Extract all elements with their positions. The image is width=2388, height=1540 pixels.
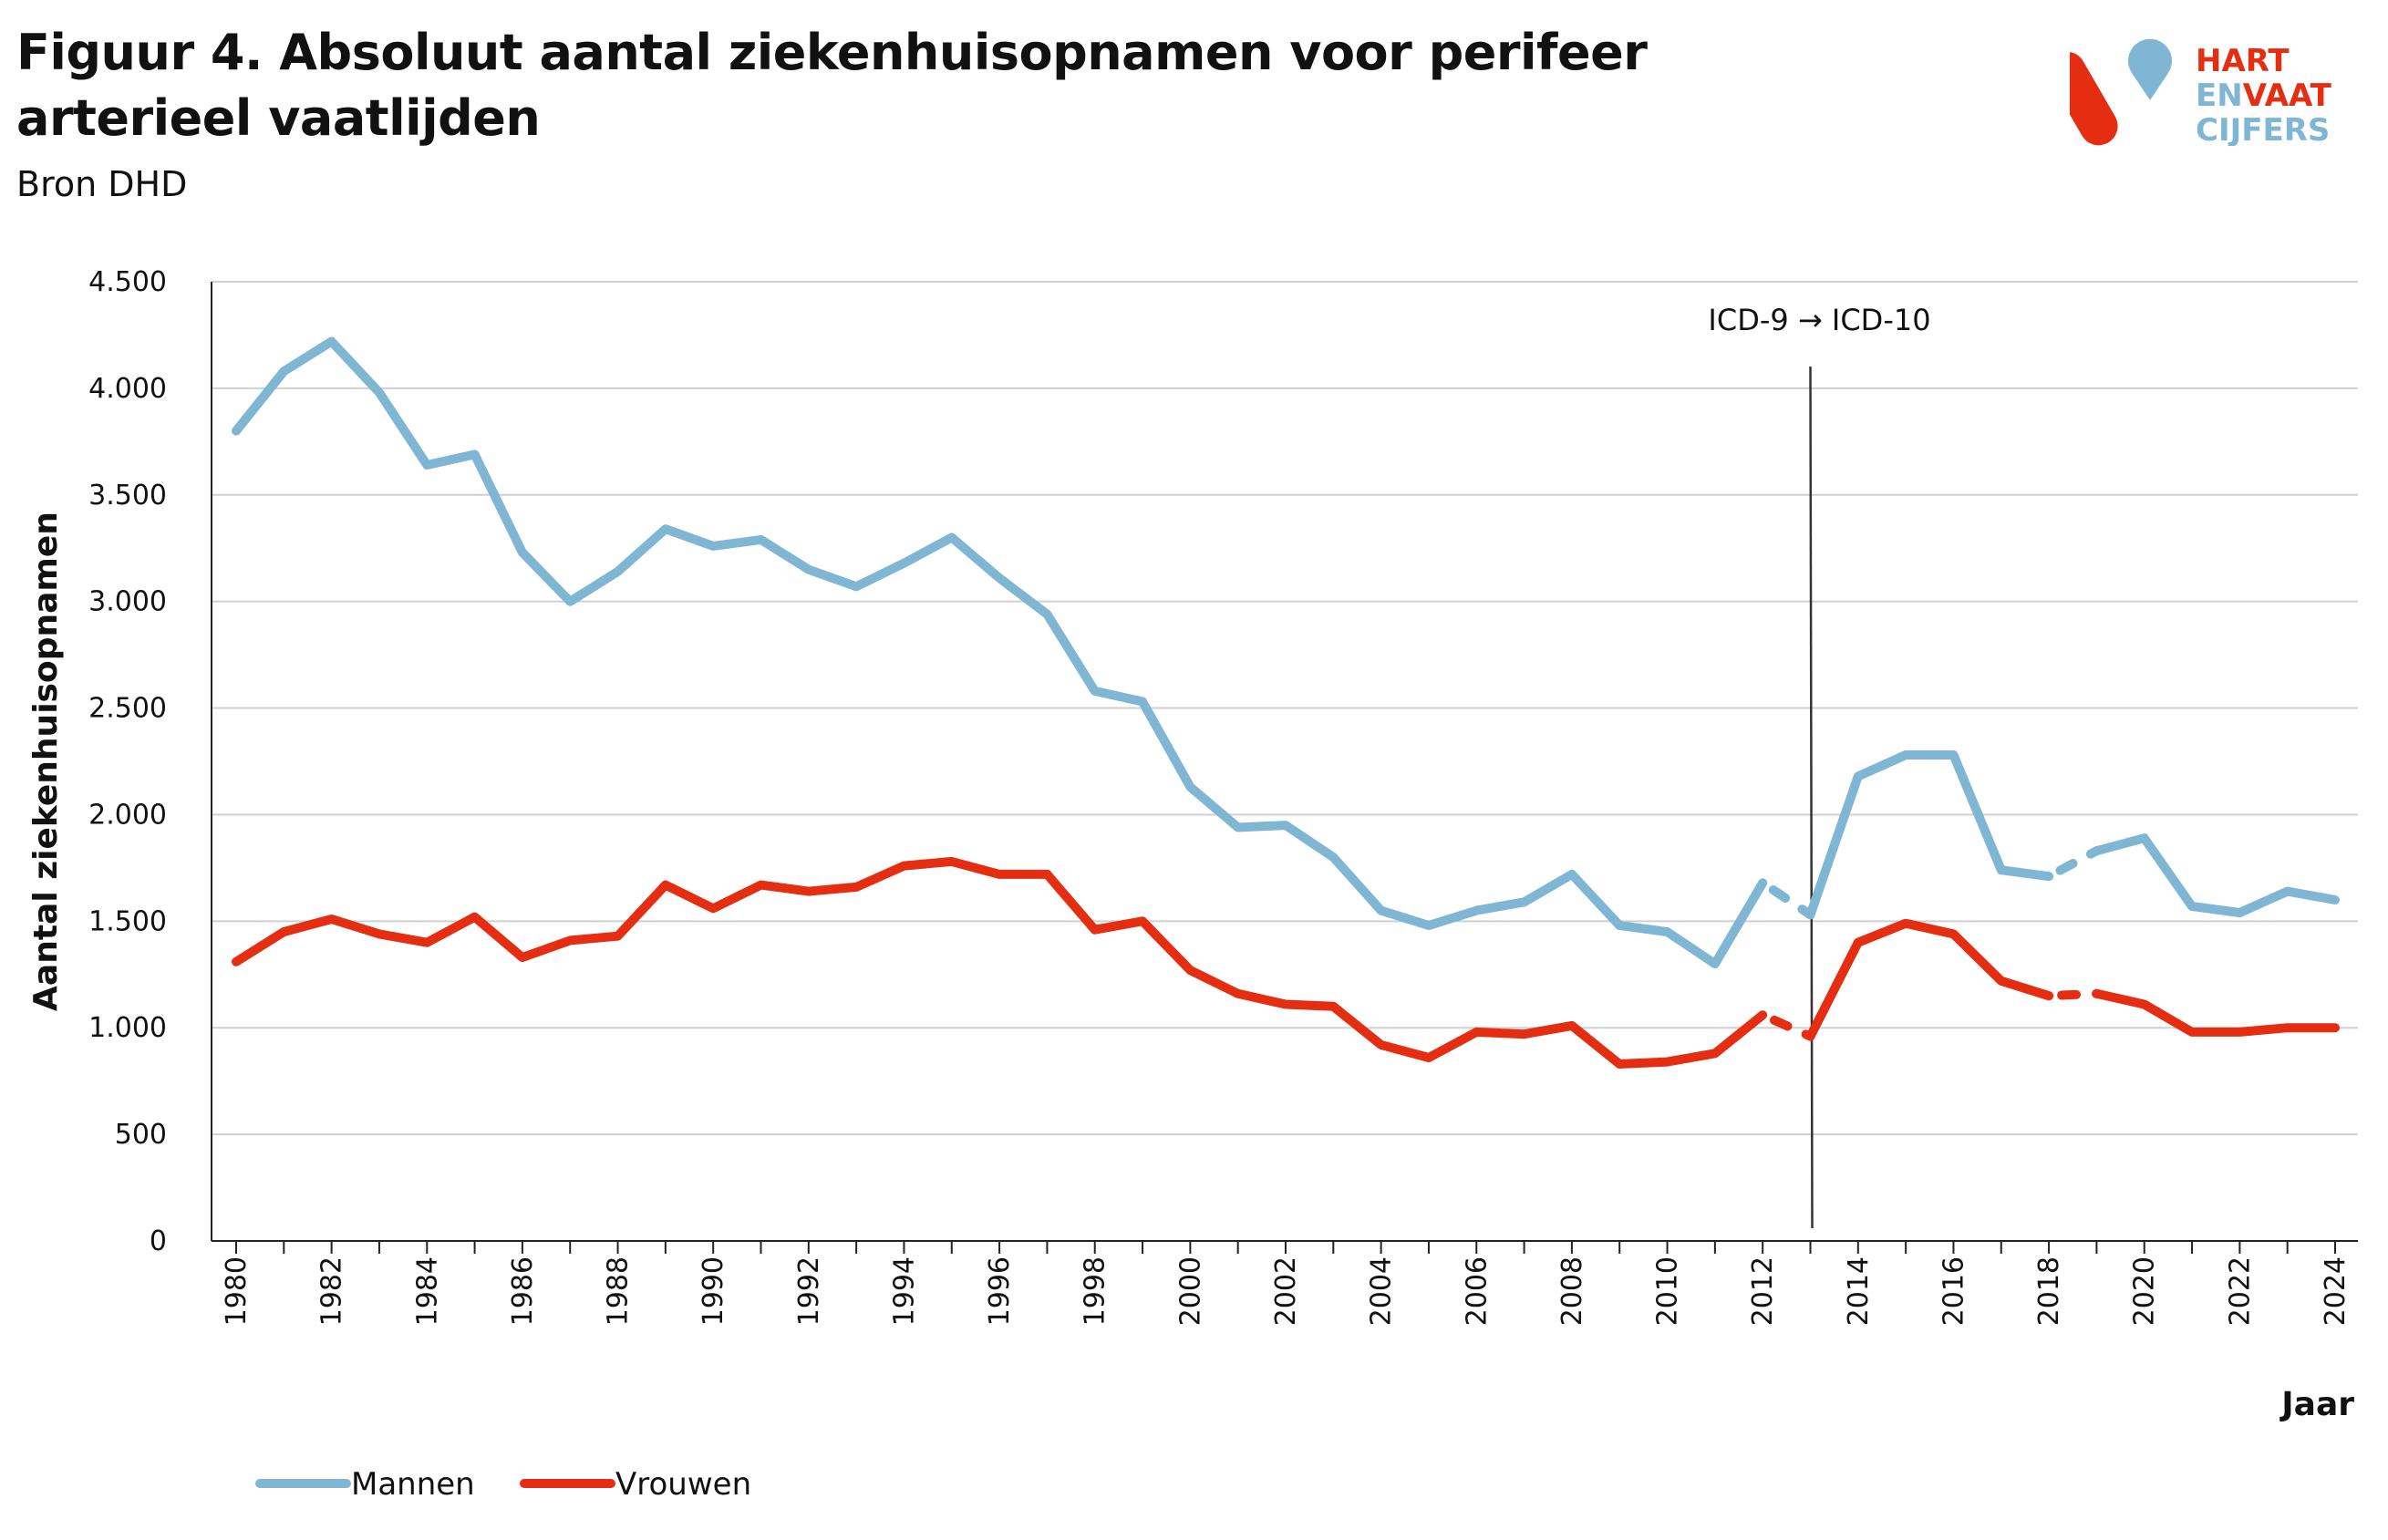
x-tick-label: 1990 [698, 1256, 729, 1326]
y-tick-label: 1.000 [88, 1012, 167, 1044]
y-tick-label: 2.500 [88, 693, 167, 725]
x-tick-label: 1984 [411, 1256, 443, 1326]
x-tick-label: 2016 [1938, 1256, 1969, 1326]
chart-source: Bron DHD [16, 164, 188, 204]
y-tick-label: 0 [150, 1225, 167, 1257]
icd-transition-line [1809, 366, 1814, 1229]
x-tick-label: 1998 [1080, 1256, 1111, 1326]
logo-red-shape [2070, 51, 2118, 146]
svg-text:ENVAAT: ENVAAT [2196, 78, 2332, 114]
series-mannen [232, 336, 2340, 969]
logo-blue-drop [2128, 38, 2172, 100]
hartenvaatcijfers-logo: HART ENVAAT CIJFERS [2070, 38, 2332, 146]
x-tick-label: 2018 [2033, 1256, 2065, 1326]
x-tick-label: 2002 [1270, 1256, 1302, 1326]
series-line-vrouwen [1805, 918, 2054, 1041]
series-dashed-segment [2044, 988, 2102, 1001]
y-tick-label: 2.000 [88, 799, 167, 831]
x-tick-label: 2024 [2320, 1256, 2352, 1326]
icd-transition-label: ICD-9 → ICD-10 [1708, 303, 1930, 337]
svg-text:CIJFERS: CIJFERS [2196, 112, 2330, 146]
series-vrouwen [232, 856, 2340, 1069]
x-tick-label: 2004 [1366, 1256, 1398, 1326]
series-dashed-segment [2044, 846, 2102, 882]
svg-text:HART: HART [2196, 43, 2290, 79]
x-tick-label: 1994 [888, 1256, 920, 1326]
x-tick-label: 1980 [221, 1256, 253, 1326]
series-dashed-segment [1758, 1010, 1815, 1041]
x-tick-label: 1992 [793, 1256, 825, 1326]
x-tick-label: 2022 [2224, 1256, 2256, 1326]
series-dashed-segment [1758, 878, 1815, 920]
x-axis-label: Jaar [2279, 1386, 2354, 1423]
x-tick-label: 2000 [1174, 1256, 1206, 1326]
x-tick-label: 2020 [2129, 1256, 2161, 1326]
legend-label-mannen: Mannen [351, 1466, 475, 1503]
legend-label-vrouwen: Vrouwen [615, 1466, 751, 1503]
y-tick-label: 3.500 [88, 480, 167, 512]
chart-title: Figuur 4. Absoluut aantal ziekenhuisopna… [16, 24, 1648, 147]
y-tick-label: 1.500 [88, 905, 167, 937]
x-tick-label: 1982 [316, 1256, 348, 1326]
y-tick-label: 500 [115, 1119, 167, 1151]
x-tick-label: 1988 [603, 1256, 635, 1326]
series-line-mannen [2092, 833, 2340, 917]
series-line-mannen [1805, 750, 2054, 920]
x-tick-label: 2006 [1461, 1256, 1493, 1326]
x-tick-label: 1986 [507, 1256, 539, 1326]
x-tick-label: 1996 [984, 1256, 1016, 1326]
x-tick-label: 2012 [1747, 1256, 1779, 1326]
x-tick-label: 2010 [1652, 1256, 1684, 1326]
x-tick-label: 2014 [1843, 1256, 1875, 1326]
y-axis-label: Aantal ziekenhuisopnamen [27, 512, 65, 1011]
series-line-vrouwen [2092, 988, 2340, 1037]
x-tick-label: 2008 [1556, 1256, 1588, 1326]
y-tick-label: 4.000 [88, 373, 167, 405]
y-tick-label: 3.000 [88, 586, 167, 618]
y-tick-label: 4.500 [88, 266, 167, 298]
